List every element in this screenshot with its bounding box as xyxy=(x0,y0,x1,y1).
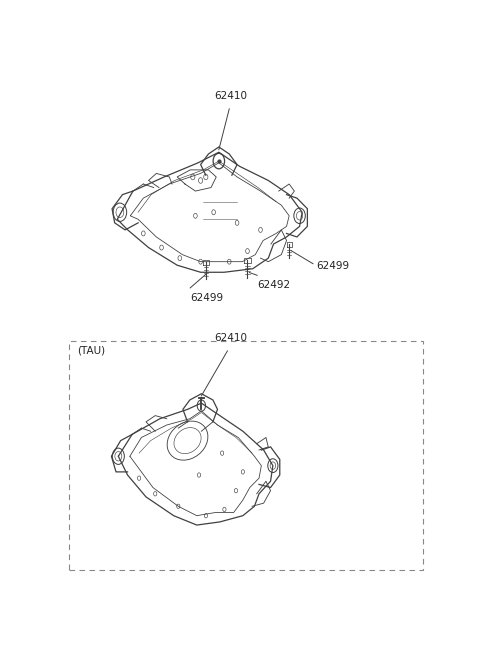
Text: 62410: 62410 xyxy=(215,91,248,102)
Bar xyxy=(69,341,423,571)
Text: 62499: 62499 xyxy=(317,261,350,271)
Text: (TAU): (TAU) xyxy=(77,346,105,356)
Text: 62410: 62410 xyxy=(215,333,248,343)
Text: 62492: 62492 xyxy=(257,280,290,290)
Text: 62499: 62499 xyxy=(190,293,223,303)
